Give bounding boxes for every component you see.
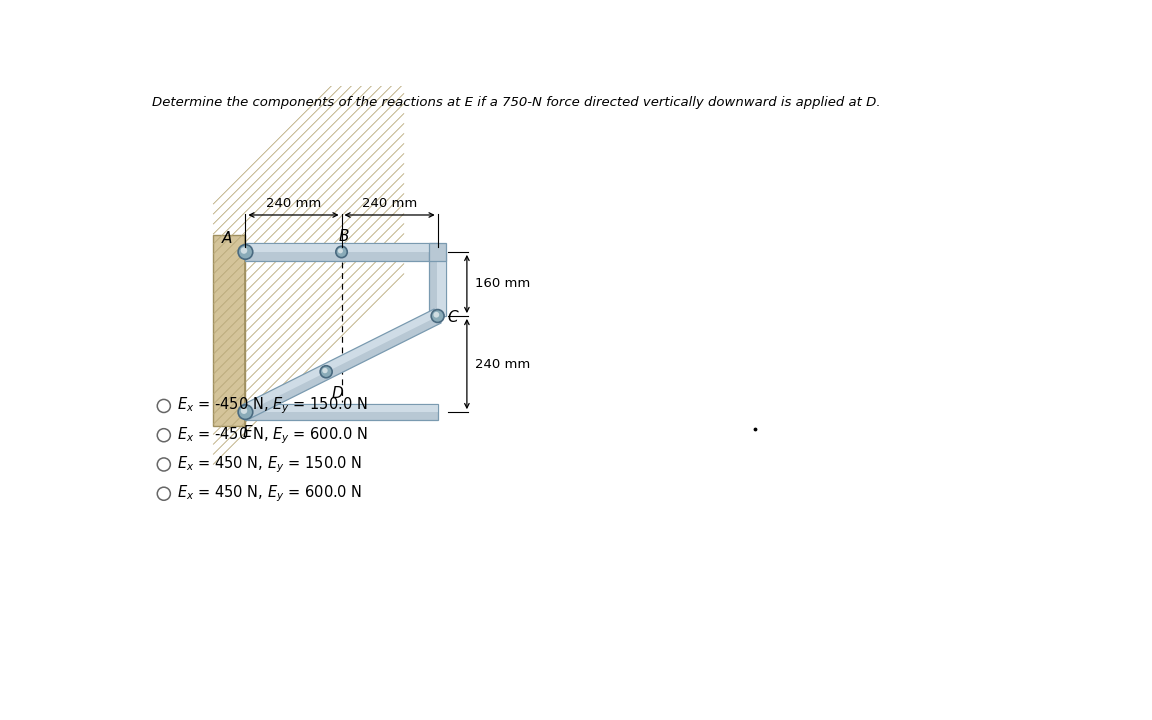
Text: 240 mm: 240 mm bbox=[362, 197, 417, 210]
Text: 240 mm: 240 mm bbox=[475, 358, 530, 371]
Polygon shape bbox=[242, 309, 441, 419]
Polygon shape bbox=[245, 405, 438, 420]
Polygon shape bbox=[242, 310, 438, 413]
Text: 160 mm: 160 mm bbox=[475, 277, 530, 290]
Polygon shape bbox=[429, 243, 447, 261]
Circle shape bbox=[323, 368, 327, 373]
Polygon shape bbox=[245, 243, 438, 261]
Polygon shape bbox=[245, 244, 438, 253]
Text: $E_x$ = -450 N, $E_y$ = 150.0 N: $E_x$ = -450 N, $E_y$ = 150.0 N bbox=[177, 396, 367, 416]
Text: E: E bbox=[242, 426, 252, 440]
Text: D: D bbox=[332, 386, 343, 400]
Circle shape bbox=[320, 366, 332, 378]
Text: 240 mm: 240 mm bbox=[266, 197, 321, 210]
Text: B: B bbox=[339, 229, 349, 244]
Circle shape bbox=[241, 247, 248, 253]
Circle shape bbox=[238, 245, 252, 259]
Text: $E_x$ = 450 N, $E_y$ = 150.0 N: $E_x$ = 450 N, $E_y$ = 150.0 N bbox=[177, 454, 362, 474]
Circle shape bbox=[433, 312, 439, 318]
Text: Determine the components of the reactions at E if a 750-N force directed vertica: Determine the components of the reaction… bbox=[152, 96, 880, 109]
Text: A: A bbox=[222, 231, 233, 246]
Circle shape bbox=[336, 246, 347, 258]
Text: $E_x$ = -450 N, $E_y$ = 600.0 N: $E_x$ = -450 N, $E_y$ = 600.0 N bbox=[177, 425, 367, 446]
Circle shape bbox=[338, 248, 343, 253]
Circle shape bbox=[241, 408, 248, 414]
Circle shape bbox=[238, 405, 252, 420]
Circle shape bbox=[431, 310, 444, 323]
Text: $E_x$ = 450 N, $E_y$ = 600.0 N: $E_x$ = 450 N, $E_y$ = 600.0 N bbox=[177, 483, 362, 504]
Bar bbox=[213, 235, 244, 426]
Text: C: C bbox=[447, 310, 457, 325]
Polygon shape bbox=[438, 252, 446, 316]
Polygon shape bbox=[245, 405, 438, 413]
Polygon shape bbox=[429, 252, 447, 316]
